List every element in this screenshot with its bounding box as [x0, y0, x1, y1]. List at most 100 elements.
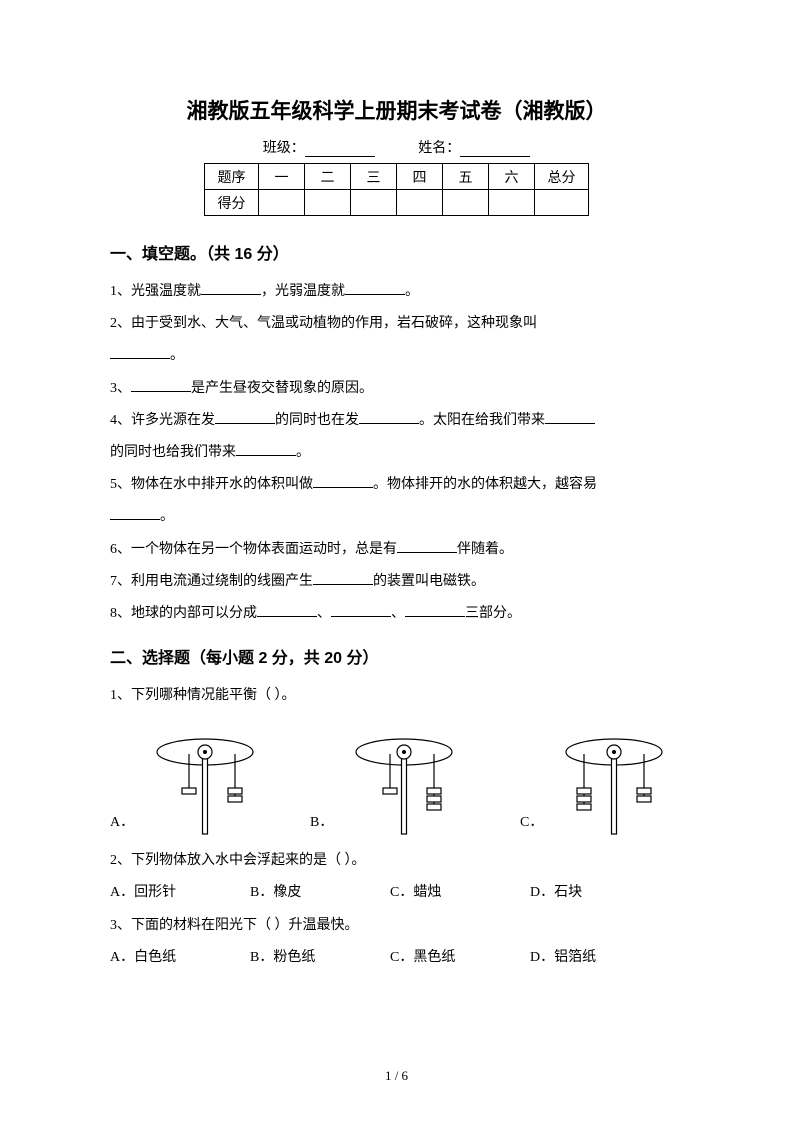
cell: 得分 [205, 190, 259, 216]
text: 2、由于受到水、大气、气温或动植物的作用，岩石破碎，这种现象叫 [110, 316, 537, 331]
cell-blank[interactable] [535, 190, 589, 216]
cell: 总分 [535, 164, 589, 190]
text: 7、利用电流通过绕制的线圈产生 [110, 574, 313, 589]
opt-label-a: A． [110, 811, 134, 839]
s2-q3: 3、下面的材料在阳光下（ ）升温最快。 [110, 910, 683, 942]
q1: 1、光强温度就 ，光弱温度就 。 [110, 276, 683, 308]
blank[interactable] [110, 347, 170, 359]
opt: A．回形针 [110, 877, 250, 909]
balance-option-a: A． [110, 724, 310, 839]
balance-diagram-a [140, 724, 270, 839]
text: 的同时也给我们带来 [110, 445, 236, 460]
section1-heading: 一、填空题。（共 16 分） [110, 240, 683, 264]
text: 、 [317, 606, 331, 621]
s2-q2: 2、下列物体放入水中会浮起来的是（ ）。 [110, 845, 683, 877]
text: 。 [170, 348, 184, 363]
opt: C．蜡烛 [390, 877, 530, 909]
q7: 7、利用电流通过绕制的线圈产生 的装置叫电磁铁。 [110, 566, 683, 598]
cell: 二 [305, 164, 351, 190]
class-label: 班级： [263, 141, 305, 156]
q2b: 。 [110, 340, 683, 372]
name-blank[interactable] [460, 143, 530, 157]
cell-blank[interactable] [305, 190, 351, 216]
balance-row: A． B． C． [110, 724, 683, 839]
blank[interactable] [405, 605, 465, 617]
text: 。 [296, 445, 310, 460]
q3: 3、 是产生昼夜交替现象的原因。 [110, 373, 683, 405]
q2: 2、由于受到水、大气、气温或动植物的作用，岩石破碎，这种现象叫 [110, 308, 683, 340]
q4-cont: 的同时也给我们带来 。 [110, 437, 683, 469]
text: 的同时也在发 [275, 413, 359, 428]
name-label: 姓名： [418, 141, 460, 156]
s2-q2-opts: A．回形针 B．橡皮 C．蜡烛 D．石块 [110, 877, 683, 909]
q6: 6、一个物体在另一个物体表面运动时，总是有 伴随着。 [110, 534, 683, 566]
cell: 题序 [205, 164, 259, 190]
cell-blank[interactable] [397, 190, 443, 216]
cell: 四 [397, 164, 443, 190]
text: 3、 [110, 381, 131, 396]
text: 三部分。 [465, 606, 521, 621]
blank[interactable] [313, 573, 373, 585]
text: 6、一个物体在另一个物体表面运动时，总是有 [110, 542, 397, 557]
blank[interactable] [331, 605, 391, 617]
s2-q3-opts: A．白色纸 B．粉色纸 C．黑色纸 D．铝箔纸 [110, 942, 683, 974]
q8: 8、地球的内部可以分成 、 、 三部分。 [110, 598, 683, 630]
class-blank[interactable] [305, 143, 375, 157]
text: 。 [405, 284, 419, 299]
blank[interactable] [345, 283, 405, 295]
cell-blank[interactable] [489, 190, 535, 216]
info-line: 班级： 姓名： [110, 137, 683, 157]
q4: 4、许多光源在发 的同时也在发 。太阳在给我们带来 [110, 405, 683, 437]
opt: B．橡皮 [250, 877, 390, 909]
opt: B．粉色纸 [250, 942, 390, 974]
table-row: 得分 [205, 190, 589, 216]
cell-blank[interactable] [259, 190, 305, 216]
blank[interactable] [110, 508, 160, 520]
balance-option-b: B． [310, 724, 520, 839]
blank[interactable] [359, 412, 419, 424]
blank[interactable] [131, 380, 191, 392]
blank[interactable] [257, 605, 317, 617]
cell-blank[interactable] [443, 190, 489, 216]
balance-diagram-b [339, 724, 469, 839]
section2-heading: 二、选择题（每小题 2 分，共 20 分） [110, 644, 683, 668]
text: 。太阳在给我们带来 [419, 413, 545, 428]
text: 8、地球的内部可以分成 [110, 606, 257, 621]
text: 伴随着。 [457, 542, 513, 557]
blank[interactable] [236, 444, 296, 456]
blank[interactable] [545, 412, 595, 424]
text: 5、物体在水中排开水的体积叫做 [110, 477, 313, 492]
text: 4、许多光源在发 [110, 413, 215, 428]
text: 1、光强温度就 [110, 284, 201, 299]
page-title: 湘教版五年级科学上册期末考试卷（湘教版） [110, 95, 683, 125]
cell-blank[interactable] [351, 190, 397, 216]
opt: D．石块 [530, 877, 670, 909]
balance-diagram-c [549, 724, 679, 839]
text: 。 [160, 509, 174, 524]
text: 的装置叫电磁铁。 [373, 574, 485, 589]
opt: C．黑色纸 [390, 942, 530, 974]
s2-q1: 1、下列哪种情况能平衡（ ）。 [110, 680, 683, 712]
blank[interactable] [397, 541, 457, 553]
cell: 六 [489, 164, 535, 190]
text: 。物体排开的水的体积越大，越容易 [373, 477, 597, 492]
table-row: 题序 一 二 三 四 五 六 总分 [205, 164, 589, 190]
blank[interactable] [313, 476, 373, 488]
opt: D．铝箔纸 [530, 942, 670, 974]
cell: 五 [443, 164, 489, 190]
page-number: 1 / 6 [0, 1068, 793, 1084]
text: 、 [391, 606, 405, 621]
blank[interactable] [215, 412, 275, 424]
q5-cont: 。 [110, 501, 683, 533]
opt-label-c: C． [520, 811, 543, 839]
opt-label-b: B． [310, 811, 333, 839]
blank[interactable] [201, 283, 261, 295]
opt: A．白色纸 [110, 942, 250, 974]
cell: 一 [259, 164, 305, 190]
cell: 三 [351, 164, 397, 190]
balance-option-c: C． [520, 724, 683, 839]
text: 是产生昼夜交替现象的原因。 [191, 381, 373, 396]
text: ，光弱温度就 [261, 284, 345, 299]
q5: 5、物体在水中排开水的体积叫做 。物体排开的水的体积越大，越容易 [110, 469, 683, 501]
score-table: 题序 一 二 三 四 五 六 总分 得分 [204, 163, 589, 216]
